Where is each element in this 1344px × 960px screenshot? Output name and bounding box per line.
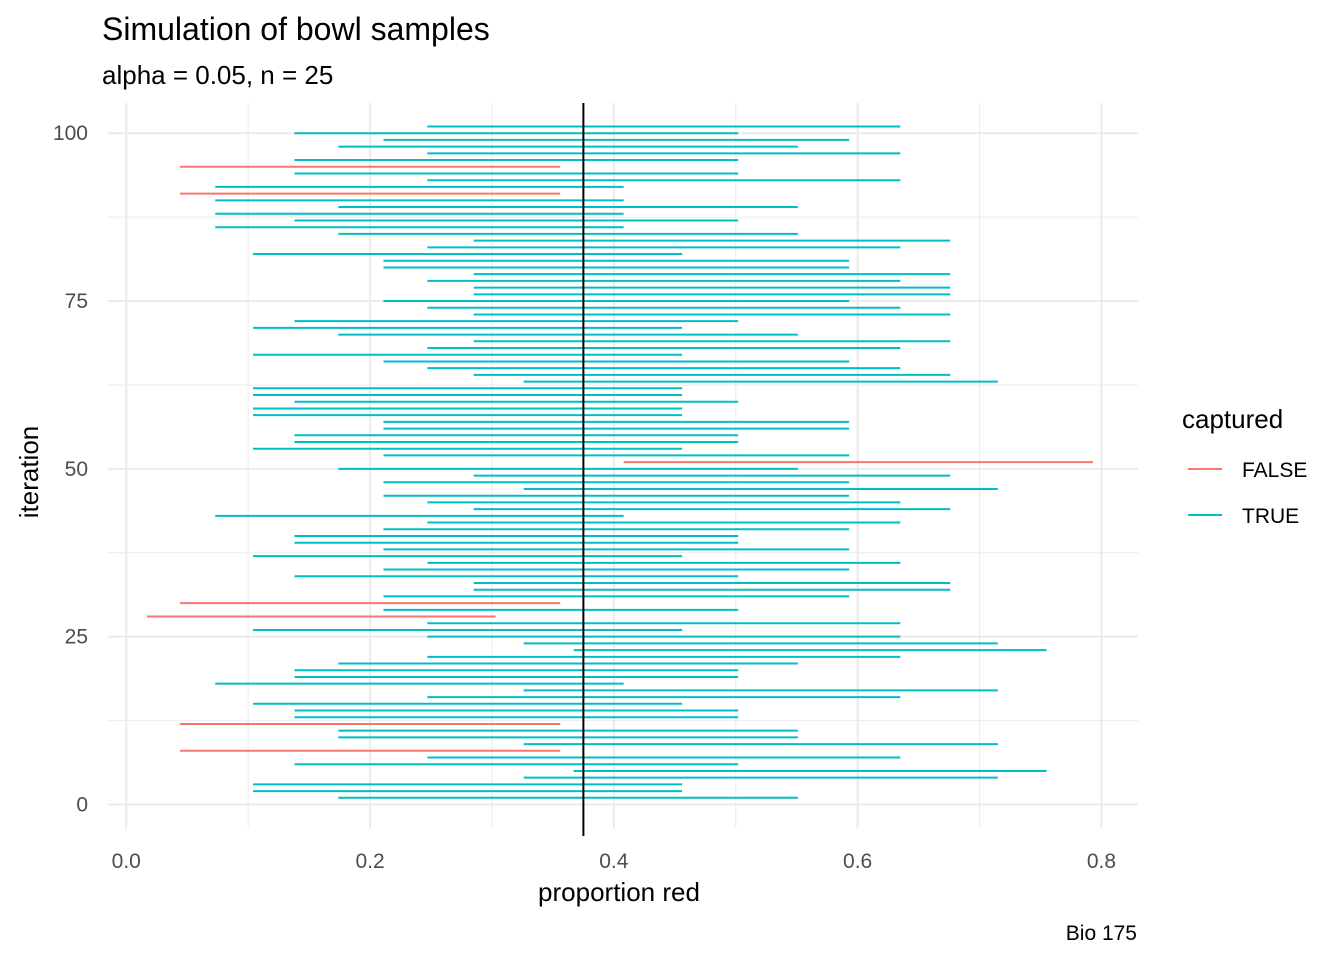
x-tick-label: 0.6 — [843, 850, 872, 873]
x-tick-label: 0.0 — [112, 850, 141, 873]
x-tick-label: 0.2 — [355, 850, 384, 873]
y-axis-ticks: 0 25 50 75 100 — [53, 122, 88, 816]
y-axis-title: iteration — [14, 426, 44, 519]
y-tick-label: 75 — [65, 290, 88, 313]
interval-segments — [147, 125, 1093, 799]
gridlines — [108, 103, 1138, 828]
chart-subtitle: alpha = 0.05, n = 25 — [102, 60, 333, 90]
legend-title: captured — [1182, 404, 1283, 434]
legend-label-true: TRUE — [1242, 505, 1299, 528]
x-axis-ticks: 0.0 0.2 0.4 0.6 0.8 — [112, 850, 1116, 873]
legend: captured FALSE TRUE — [1182, 404, 1307, 528]
chart-title: Simulation of bowl samples — [102, 11, 490, 47]
y-tick-label: 50 — [65, 458, 88, 481]
x-tick-label: 0.4 — [599, 850, 629, 873]
x-axis-title: proportion red — [538, 877, 700, 907]
y-tick-label: 100 — [53, 122, 88, 145]
legend-label-false: FALSE — [1242, 459, 1307, 482]
y-tick-label: 0 — [76, 794, 88, 817]
x-tick-label: 0.8 — [1087, 850, 1116, 873]
caption: Bio 175 — [1066, 922, 1137, 945]
y-tick-label: 25 — [65, 626, 88, 649]
